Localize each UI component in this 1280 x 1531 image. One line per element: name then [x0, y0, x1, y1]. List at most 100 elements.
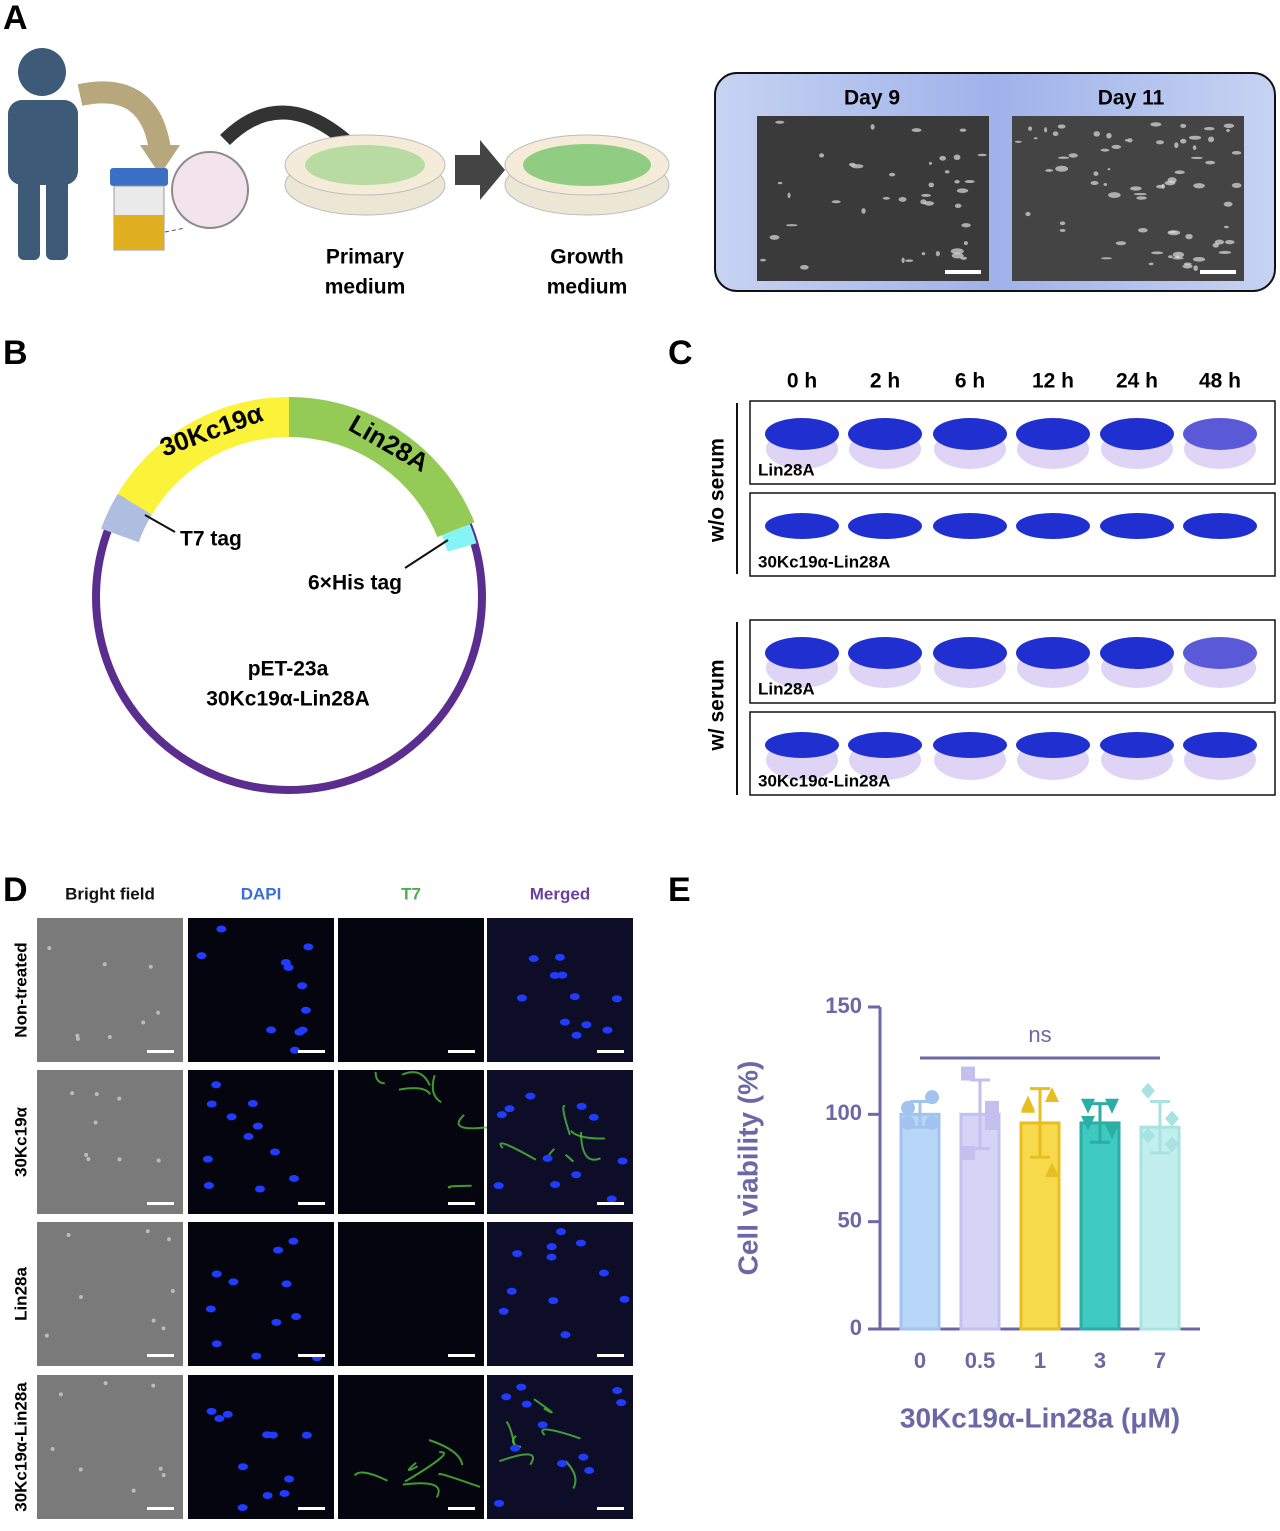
- cell: [1103, 183, 1108, 186]
- nucleus: [267, 1431, 278, 1439]
- gel-band: [848, 637, 922, 669]
- micrograph: [188, 1070, 334, 1214]
- gel-band: [933, 418, 1007, 450]
- cell: [1130, 186, 1142, 191]
- gel-band: [1183, 637, 1257, 669]
- cell: [785, 224, 798, 227]
- cell: [1106, 132, 1112, 139]
- nucleus: [578, 1453, 589, 1461]
- y-tick-label: 0: [850, 1315, 862, 1340]
- cell: [760, 258, 766, 262]
- micrograph: [188, 1222, 334, 1366]
- cell: [800, 264, 809, 270]
- cell: [1093, 171, 1099, 176]
- cell: [1111, 144, 1122, 149]
- plasmid-name: 30Kc19α-Lin28A: [206, 688, 369, 711]
- cell: [928, 161, 933, 165]
- cell: [905, 259, 914, 262]
- cell-outline: [353, 1471, 388, 1482]
- cell: [959, 128, 967, 132]
- nucleus: [510, 1444, 521, 1452]
- nucleus: [602, 1026, 613, 1034]
- data-point: [961, 1145, 975, 1160]
- speck: [151, 1383, 156, 1388]
- error-bar: [1030, 1087, 1050, 1159]
- arrow-head: [140, 145, 180, 175]
- nucleus: [512, 1250, 523, 1258]
- scale-bar: [945, 270, 981, 274]
- cell: [1224, 239, 1235, 245]
- nucleus: [504, 1105, 515, 1113]
- cell: [1193, 183, 1205, 189]
- speck: [107, 1034, 112, 1039]
- cell: [1148, 262, 1154, 266]
- person-icon: [8, 48, 78, 260]
- panel-label: A: [3, 0, 28, 37]
- timepoint-label: 12 h: [1032, 370, 1074, 393]
- cell: [924, 201, 935, 206]
- data-point: [961, 1066, 975, 1081]
- row-label: Lin28a: [11, 1267, 30, 1321]
- cell: [1156, 184, 1165, 189]
- dish: [504, 134, 670, 216]
- nucleus: [546, 1253, 557, 1261]
- speck: [156, 1010, 161, 1015]
- plasmid-name: pET-23a: [248, 658, 329, 681]
- cell: [963, 241, 969, 246]
- cell-outline: [404, 1451, 445, 1483]
- nucleus: [226, 1113, 237, 1121]
- nucleus: [211, 1270, 222, 1278]
- cell: [928, 182, 935, 188]
- nucleus: [288, 1237, 299, 1245]
- gel-band: [765, 732, 839, 758]
- nucleus: [598, 1269, 609, 1277]
- cell: [939, 155, 947, 161]
- cell: [1192, 256, 1206, 262]
- nucleus: [549, 971, 560, 979]
- nucleus: [516, 1383, 527, 1391]
- speck: [148, 964, 153, 969]
- cell: [1058, 156, 1070, 159]
- gel-band: [765, 513, 839, 539]
- cell: [870, 124, 875, 130]
- cell: [787, 192, 791, 199]
- cell: [1068, 153, 1078, 158]
- condition-label: w/o serum: [706, 438, 729, 543]
- nucleus: [501, 1393, 512, 1401]
- cell-outline: [401, 1071, 431, 1086]
- cell: [1167, 177, 1177, 184]
- timepoint-label: 0 h: [787, 370, 817, 393]
- cell: [1193, 265, 1198, 272]
- cell: [1059, 228, 1066, 232]
- cell: [769, 234, 780, 240]
- nucleus: [228, 1278, 239, 1286]
- dish-label: Growth: [550, 246, 624, 269]
- urine-cup: [110, 168, 168, 251]
- cell: [1174, 142, 1179, 149]
- cell: [1101, 257, 1112, 260]
- timepoint-label: 48 h: [1199, 370, 1241, 393]
- scale-bar: [298, 1507, 325, 1510]
- cell-outline: [402, 1482, 440, 1498]
- nucleus: [222, 1410, 233, 1418]
- speck: [103, 1381, 108, 1386]
- arrow: [77, 81, 171, 152]
- nucleus: [300, 1006, 311, 1014]
- micrograph: [37, 1375, 183, 1519]
- nucleus: [556, 1228, 567, 1236]
- cell: [1059, 221, 1066, 226]
- column-label: T7: [401, 884, 421, 903]
- cell: [1226, 128, 1230, 132]
- nucleus: [498, 1307, 509, 1315]
- scale-bar: [147, 1050, 174, 1053]
- y-tick-label: 150: [825, 993, 862, 1018]
- cell: [1192, 145, 1197, 151]
- data-point: [901, 1115, 915, 1130]
- scale-bar: [597, 1050, 624, 1053]
- tag-label: T7 tag: [180, 528, 242, 551]
- nucleus: [584, 1466, 595, 1474]
- gel-box: [749, 492, 1276, 577]
- micrograph: [37, 1070, 183, 1214]
- scale-bar: [147, 1354, 174, 1357]
- plasmid-segment: [288, 397, 475, 538]
